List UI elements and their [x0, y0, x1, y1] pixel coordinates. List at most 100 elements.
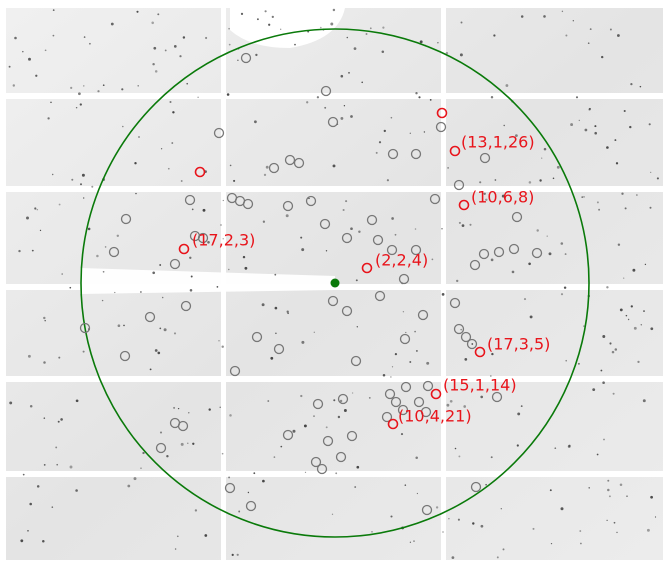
spot [472, 522, 474, 524]
spot [589, 108, 591, 110]
spot [588, 487, 589, 488]
spot [382, 27, 384, 29]
spot [30, 405, 33, 408]
spot [76, 107, 77, 108]
spot [530, 315, 533, 318]
spot [333, 399, 335, 401]
spot [450, 400, 453, 403]
spot [395, 353, 397, 355]
diffraction-image: (13,1,26) (10,6,8) (17,2,3) (2,2,4) (17,… [0, 0, 665, 562]
spot [29, 503, 32, 506]
spot [197, 97, 198, 98]
spot [491, 456, 493, 458]
spot [44, 320, 46, 322]
spot [181, 443, 184, 446]
spot [253, 472, 255, 474]
spot [44, 464, 46, 466]
spot [536, 229, 538, 231]
spot [114, 292, 115, 293]
spot [564, 286, 566, 288]
spot [228, 269, 229, 270]
spot [624, 110, 626, 112]
spot [539, 179, 541, 181]
spot [53, 9, 55, 11]
spot [103, 271, 105, 273]
spot [424, 131, 425, 132]
spot [70, 87, 72, 89]
spot [645, 264, 646, 265]
spot [594, 132, 597, 135]
spot [192, 209, 194, 211]
spot [188, 412, 189, 413]
spot [391, 217, 394, 220]
spot [610, 29, 612, 31]
spot [583, 196, 585, 198]
spot [620, 483, 623, 486]
spot [268, 24, 270, 26]
spot [287, 311, 289, 313]
spot [543, 15, 546, 18]
spot [650, 172, 651, 173]
spot [248, 492, 249, 493]
spot [60, 418, 63, 421]
spot [300, 237, 302, 239]
spot [241, 13, 243, 15]
spot [495, 179, 497, 181]
spot [592, 388, 595, 391]
spot [228, 28, 230, 30]
spot [262, 480, 265, 483]
spot [415, 456, 418, 459]
spot [585, 129, 588, 132]
hkl-label: (17,3,5) [487, 335, 550, 354]
spot [175, 548, 177, 550]
spot [602, 381, 605, 384]
spot [174, 45, 177, 48]
spot [460, 329, 462, 331]
spot [105, 246, 107, 248]
spot [603, 439, 605, 441]
spot [344, 105, 345, 106]
spot [168, 168, 170, 170]
spot [122, 126, 124, 128]
spot [458, 455, 460, 457]
spot [27, 530, 29, 532]
spot [179, 55, 181, 57]
spot [356, 279, 358, 281]
spot [243, 256, 245, 258]
spot [442, 531, 443, 532]
spot [352, 392, 353, 393]
spot [174, 332, 176, 334]
hkl-label: (15,1,14) [443, 376, 517, 395]
spot [42, 540, 45, 543]
spot [401, 433, 403, 435]
spot [153, 47, 156, 50]
spot [533, 528, 535, 530]
spot [420, 40, 423, 43]
spot [152, 63, 154, 65]
spot [565, 253, 567, 255]
spot [205, 37, 207, 39]
spot [376, 152, 378, 154]
spot [58, 421, 60, 423]
spot [181, 180, 183, 182]
spot [464, 358, 467, 361]
spot [263, 221, 265, 223]
spot [636, 194, 638, 196]
spot [553, 178, 555, 180]
spot [314, 332, 315, 333]
spot [630, 83, 632, 85]
spot [458, 519, 460, 521]
spot [350, 227, 353, 230]
spot [620, 309, 623, 312]
spot [164, 328, 167, 331]
spot [335, 472, 337, 474]
spot [228, 476, 230, 478]
spot [612, 351, 615, 354]
spot [103, 84, 105, 86]
spot [561, 293, 563, 295]
spot [151, 22, 154, 25]
spot [254, 120, 257, 123]
spot [570, 123, 573, 126]
spot [58, 357, 60, 359]
spot [134, 477, 137, 480]
